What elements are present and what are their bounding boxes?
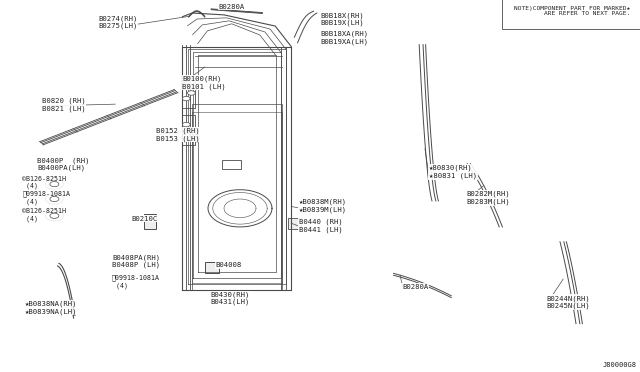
Text: B0244N(RH)
B0245N(LH): B0244N(RH) B0245N(LH): [546, 295, 589, 309]
Bar: [144, 214, 156, 229]
Circle shape: [188, 128, 195, 132]
Text: B0210C: B0210C: [131, 216, 157, 222]
Circle shape: [45, 194, 63, 204]
Circle shape: [188, 91, 195, 95]
Text: B0400P  (RH)
B0400PA(LH): B0400P (RH) B0400PA(LH): [37, 157, 90, 171]
Text: B0100(RH)
B0101 (LH): B0100(RH) B0101 (LH): [182, 76, 226, 90]
Text: B0274(RH)
B0275(LH): B0274(RH) B0275(LH): [98, 15, 138, 29]
Text: B0B18X(RH)
B0B19X(LH): B0B18X(RH) B0B19X(LH): [320, 12, 364, 26]
Text: B0820 (RH)
B0821 (LH): B0820 (RH) B0821 (LH): [42, 98, 85, 112]
Text: ©B126-8251H
 (4): ©B126-8251H (4): [22, 208, 67, 222]
Text: NOTE)COMPONENT PART FOR MARKED★
ARE REFER TO NEXT PAGE.: NOTE)COMPONENT PART FOR MARKED★ ARE REFE…: [514, 6, 630, 16]
Circle shape: [50, 182, 59, 187]
Text: B0152 (RH)
B0153 (LH): B0152 (RH) B0153 (LH): [156, 128, 199, 142]
Bar: [205, 262, 219, 273]
Text: J80000G8: J80000G8: [603, 362, 637, 368]
Circle shape: [45, 179, 63, 189]
Text: Ⓝ09918-1081A
 (4): Ⓝ09918-1081A (4): [22, 191, 70, 205]
Text: ★80830(RH)
★80831 (LH): ★80830(RH) ★80831 (LH): [429, 165, 477, 179]
Text: B04008: B04008: [216, 262, 242, 268]
Circle shape: [182, 85, 190, 90]
Text: B0430(RH)
B0431(LH): B0430(RH) B0431(LH): [210, 291, 250, 305]
Circle shape: [182, 96, 190, 101]
Circle shape: [182, 122, 190, 127]
Bar: [288, 218, 301, 229]
Text: ©B126-8251H
 (4): ©B126-8251H (4): [22, 176, 67, 189]
Bar: [222, 160, 241, 169]
Circle shape: [50, 196, 59, 202]
Text: B0408PA(RH)
B0408P (LH): B0408PA(RH) B0408P (LH): [112, 254, 160, 268]
Text: ★B0838M(RH)
★B0839M(LH): ★B0838M(RH) ★B0839M(LH): [299, 199, 347, 213]
Circle shape: [50, 213, 59, 218]
Text: Ⓝ09918-1081A
 (4): Ⓝ09918-1081A (4): [112, 275, 160, 289]
Circle shape: [182, 134, 190, 138]
Text: B0282M(RH)
B0283M(LH): B0282M(RH) B0283M(LH): [466, 191, 509, 205]
Text: B0280A: B0280A: [218, 4, 245, 10]
Text: B0440 (RH)
B0441 (LH): B0440 (RH) B0441 (LH): [299, 219, 342, 233]
Text: B0B18XA(RH)
B0B19XA(LH): B0B18XA(RH) B0B19XA(LH): [320, 31, 368, 45]
Circle shape: [45, 211, 63, 221]
Text: B0280A: B0280A: [402, 284, 428, 290]
Text: ★B0838NA(RH)
★B0839NA(LH): ★B0838NA(RH) ★B0839NA(LH): [24, 301, 77, 315]
